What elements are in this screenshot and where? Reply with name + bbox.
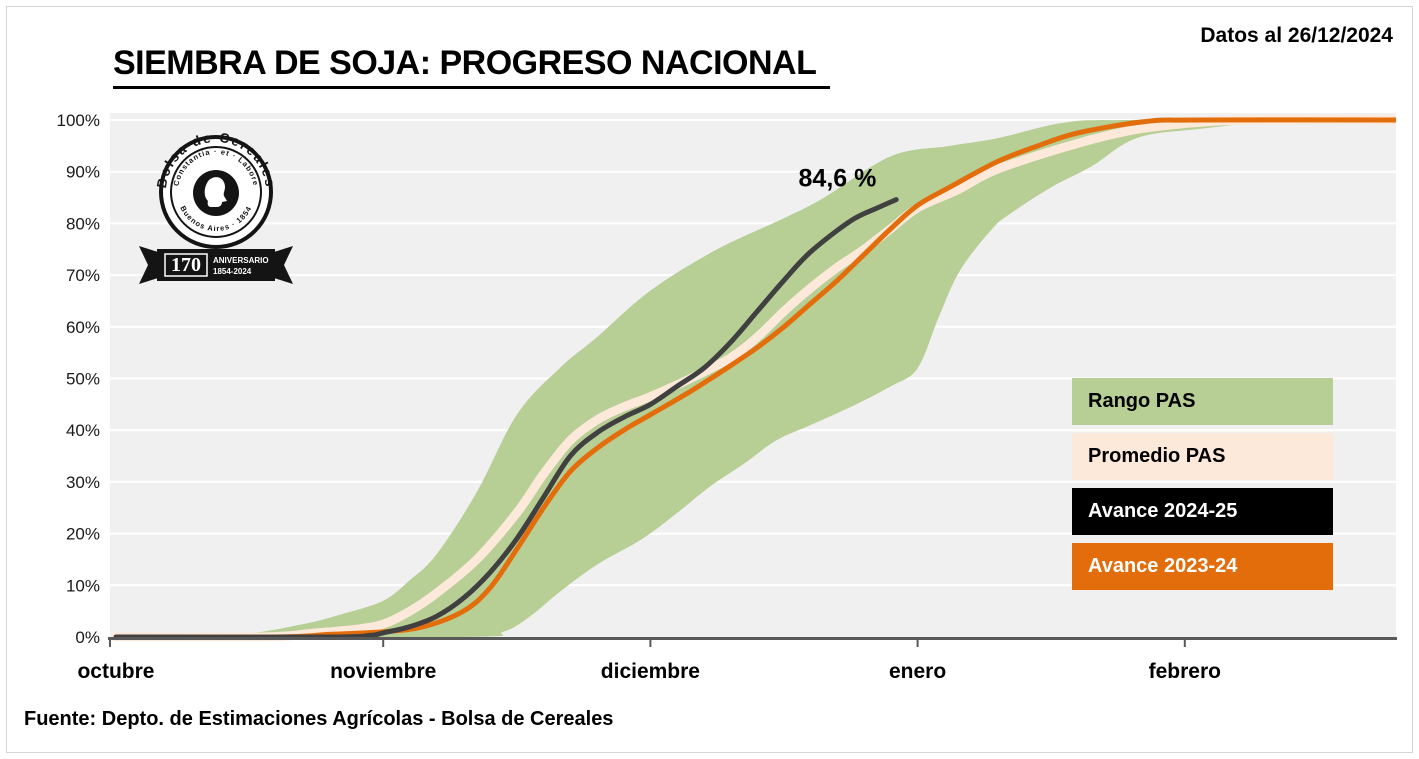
logo-banner-years: 1854-2024 (213, 267, 252, 276)
bolsa-de-cereales-logo: Bolsa de Cereales Constantia · et · Labo… (139, 130, 293, 284)
legend-item-rango-pas: Rango PAS (1072, 378, 1333, 425)
y-axis-label: 30% (66, 473, 100, 492)
y-axis-label: 70% (66, 266, 100, 285)
y-axis-label: 60% (66, 318, 100, 337)
series-promedio-pas (111, 115, 1396, 641)
y-axis-label: 50% (66, 370, 100, 389)
logo-banner-word: ANIVERSARIO (213, 256, 269, 265)
y-axis-label: 80% (66, 214, 100, 233)
data-date-note: Datos al 26/12/2024 (1200, 24, 1393, 47)
series-avance-2024-25 (113, 197, 899, 640)
current-progress-annotation: 84,6 % (798, 164, 877, 193)
logo-inner-ring (170, 146, 262, 238)
y-axis-label: 10% (66, 576, 100, 595)
legend-item-avance-2024-25: Avance 2024-25 (1072, 488, 1333, 535)
page-title: SIEMBRA DE SOJA: PROGRESO NACIONAL (113, 44, 831, 89)
logo-anniversary-banner: 170 ANIVERSARIO 1854-2024 (139, 246, 293, 284)
source-note: Fuente: Depto. de Estimaciones Agrícolas… (24, 708, 614, 730)
y-axis-label: 90% (66, 163, 100, 182)
y-axis-label: 0% (75, 628, 100, 647)
y-axis-label: 100% (57, 111, 100, 130)
series-avance-2023-24 (113, 117, 1396, 640)
logo-profile-silhouette (204, 177, 227, 207)
y-axis-label: 20% (66, 525, 100, 544)
legend-item-promedio-pas: Promedio PAS (1072, 433, 1333, 480)
x-axis-label-enero: enero (889, 660, 946, 683)
x-axis-label-octubre: octubre (77, 660, 154, 683)
plot-series-group (111, 115, 1396, 641)
logo-banner-number: 170 (171, 254, 201, 276)
x-axis-label-noviembre: noviembre (330, 660, 436, 683)
x-axis-label-febrero: febrero (1149, 660, 1221, 683)
y-axis-label: 40% (66, 421, 100, 440)
band-rango-pas (116, 119, 1396, 638)
legend-item-avance-2023-24: Avance 2023-24 (1072, 543, 1333, 590)
chart-legend: Rango PAS Promedio PAS Avance 2024-25 Avanc… (1072, 378, 1333, 598)
x-axis-label-diciembre: diciembre (601, 660, 700, 683)
